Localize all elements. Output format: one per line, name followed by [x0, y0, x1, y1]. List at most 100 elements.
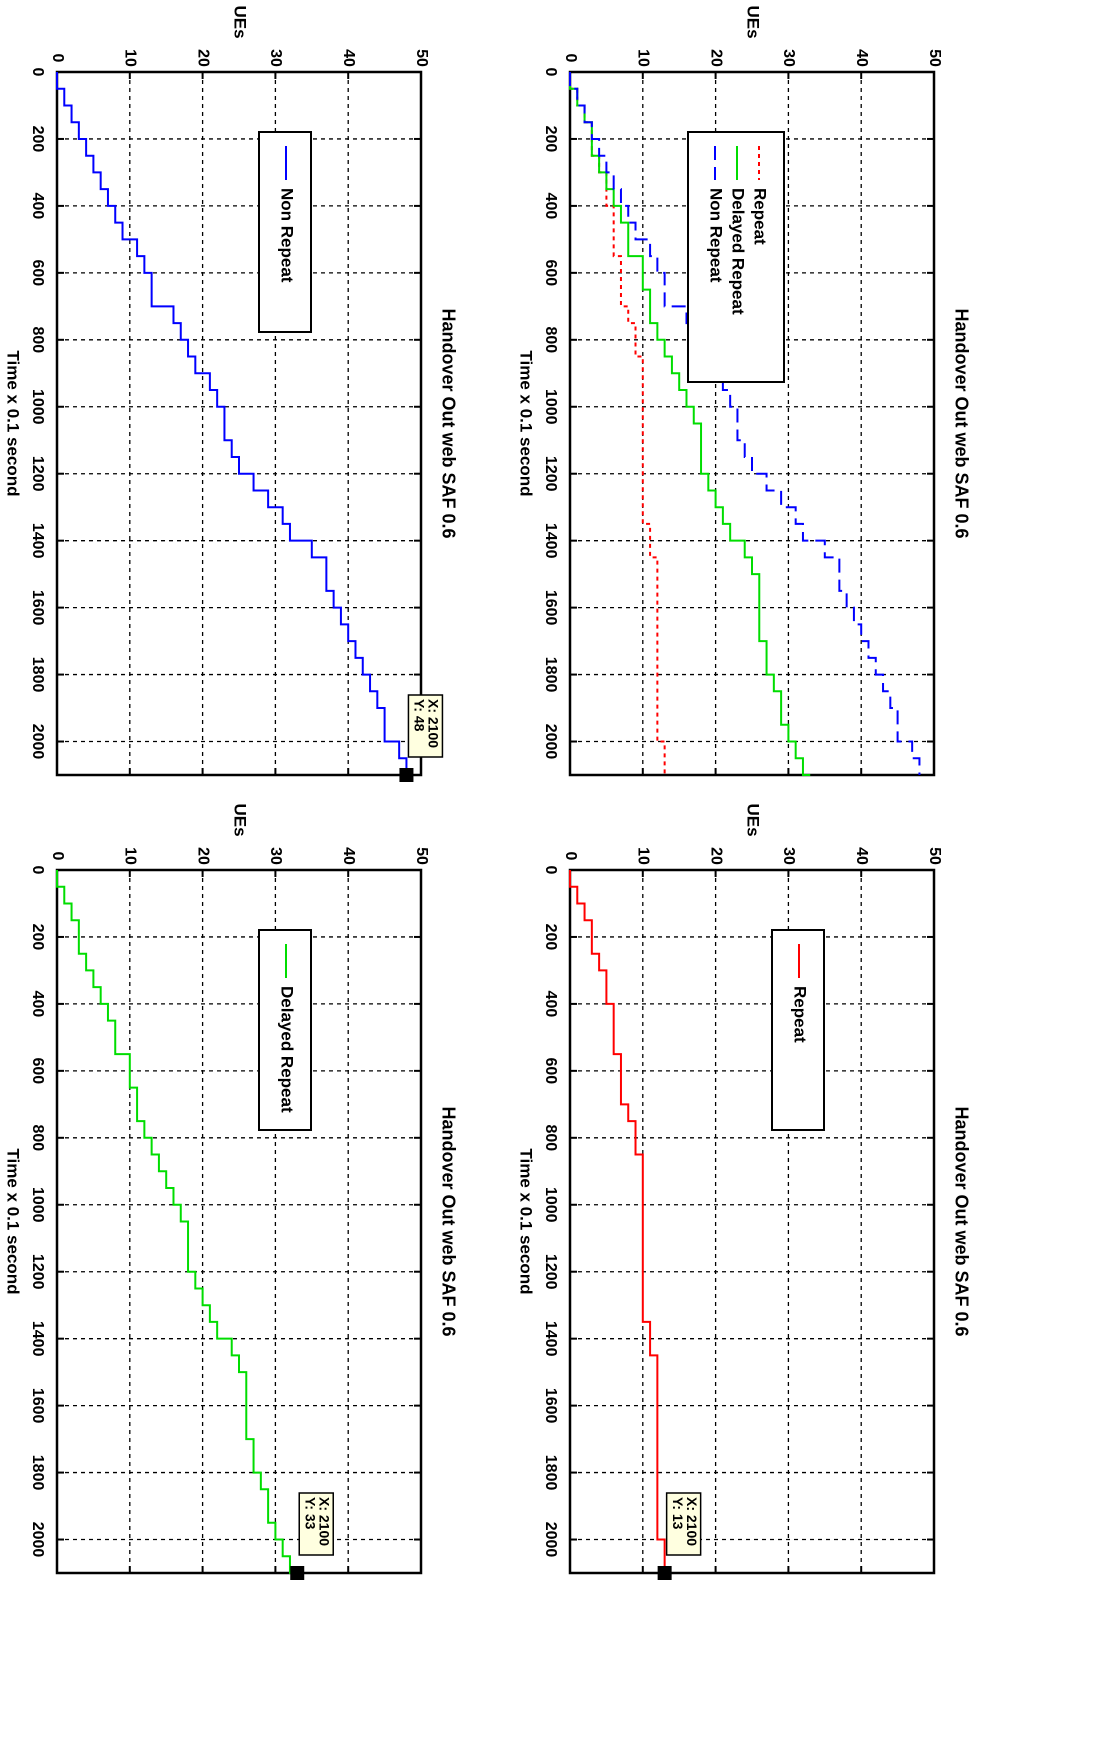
xtick-label: 1800 [29, 1455, 46, 1491]
xtick-label: 400 [29, 193, 46, 220]
ytick-label: 20 [194, 49, 211, 67]
ytick-label: 50 [926, 847, 943, 865]
chart-panel-3: 0 10 20 30 40 50 0 200 400 600 800 1000 1200 1400 1600… [4, 5, 458, 782]
xtick-label: 200 [542, 924, 559, 951]
xtick-label: 200 [542, 126, 559, 153]
legend-label: Repeat [791, 986, 810, 1043]
series-line-delayed-repeat [569, 72, 811, 776]
ylabel: UEs [744, 803, 763, 836]
axes-box [568, 70, 936, 777]
ytick-label: 20 [707, 847, 724, 865]
ytick-label: 0 [562, 852, 579, 861]
ytick-label: 10 [635, 847, 652, 865]
datatip-marker [657, 1566, 672, 1580]
xtick-label: 1400 [29, 1321, 46, 1357]
legend-label: Non Repeat [707, 188, 726, 283]
xtick-label: 200 [29, 924, 46, 951]
xtick-label: 800 [542, 1124, 559, 1151]
datatip-x: X: 2100 [317, 1497, 333, 1546]
ylabel: UEs [231, 5, 250, 38]
xtick-label: 200 [29, 126, 46, 153]
xtick-label: 600 [542, 260, 559, 287]
datatip-x: X: 2100 [426, 699, 442, 748]
xtick-label: 1800 [542, 1455, 559, 1491]
xtick-label: 1400 [542, 1321, 559, 1357]
xtick-label: 1400 [29, 523, 46, 559]
legend-label: Delayed Repeat [278, 986, 297, 1113]
xtick-label: 1600 [542, 1388, 559, 1424]
chart-title: Handover Out web SAF 0.6 [438, 1106, 458, 1336]
ytick-label: 0 [562, 54, 579, 63]
ylabel: UEs [744, 5, 763, 38]
chart-panel-4: 0 10 20 30 40 50 0 200 400 600 800 1000 1200 1400 1600… [4, 803, 458, 1580]
xlabel: Time x 0.1 second [517, 1148, 536, 1294]
xtick-label: 1400 [542, 523, 559, 559]
ytick-label: 50 [413, 49, 430, 67]
series-line-delayed-repeat [56, 870, 298, 1574]
ytick-label: 50 [926, 49, 943, 67]
xtick-label: 1800 [29, 657, 46, 693]
axes-box [55, 868, 423, 1575]
chart-title: Handover Out web SAF 0.6 [951, 1106, 971, 1336]
ytick-label: 0 [49, 54, 66, 63]
ytick-label: 10 [122, 847, 139, 865]
legend: Delayed Repeat [258, 929, 312, 1131]
xtick-label: 1800 [542, 657, 559, 693]
xtick-label: 1000 [542, 1187, 559, 1223]
xtick-label: 800 [542, 326, 559, 353]
ytick-label: 30 [267, 49, 284, 67]
ytick-label: 20 [194, 847, 211, 865]
xtick-label: 1600 [29, 590, 46, 626]
xlabel: Time x 0.1 second [517, 350, 536, 496]
legend: Repeat [771, 929, 825, 1131]
ytick-label: 40 [340, 847, 357, 865]
ytick-label: 40 [340, 49, 357, 67]
plot-area [57, 870, 421, 1573]
ylabel: UEs [231, 803, 250, 836]
ytick-label: 40 [853, 49, 870, 67]
datatip-box [407, 694, 444, 758]
xtick-label: 2000 [29, 724, 46, 760]
xtick-label: 600 [29, 260, 46, 287]
xtick-label: 600 [29, 1058, 46, 1085]
xtick-label: 1000 [542, 389, 559, 425]
series-line-non-repeat [569, 72, 921, 775]
xtick-label: 0 [542, 68, 559, 77]
ytick-label: 30 [780, 847, 797, 865]
xtick-label: 1200 [29, 456, 46, 492]
ytick-label: 40 [853, 847, 870, 865]
chart-title: Handover Out web SAF 0.6 [438, 308, 458, 538]
xtick-label: 400 [542, 193, 559, 220]
xlabel: Time x 0.1 second [4, 350, 23, 496]
xtick-label: 400 [542, 991, 559, 1018]
xtick-label: 400 [29, 991, 46, 1018]
xtick-label: 800 [29, 326, 46, 353]
datatip-x: X: 2100 [684, 1497, 700, 1546]
plot-area [57, 72, 421, 775]
xtick-label: 2000 [542, 1522, 559, 1558]
xtick-label: 1200 [542, 1254, 559, 1290]
chart-panel-1: 0 10 20 30 40 50 0 200 400 600 800 1000 1200 1400 1600… [517, 5, 971, 777]
chart-title: Handover Out web SAF 0.6 [951, 308, 971, 538]
ytick-label: 20 [707, 49, 724, 67]
ytick-label: 10 [122, 49, 139, 67]
xtick-label: 2000 [29, 1522, 46, 1558]
xtick-label: 1600 [542, 590, 559, 626]
datatip-box [298, 1492, 334, 1556]
xtick-label: 600 [542, 1058, 559, 1085]
legend-label: Repeat [751, 188, 770, 245]
xtick-label: 0 [542, 866, 559, 875]
ytick-label: 10 [635, 49, 652, 67]
xtick-label: 1200 [29, 1254, 46, 1290]
ytick-label: 30 [780, 49, 797, 67]
axes-box [568, 868, 936, 1575]
chart-panel-2: 0 10 20 30 40 50 0 200 400 600 800 1000 1200 1400 1600… [517, 803, 971, 1580]
xtick-label: 1000 [29, 1187, 46, 1223]
xtick-label: 1200 [542, 456, 559, 492]
ytick-label: 0 [49, 852, 66, 861]
datatip-y: Y: 48 [412, 699, 428, 732]
xtick-label: 1000 [29, 389, 46, 425]
datatip-y: Y: 13 [670, 1497, 686, 1530]
legend-label: Delayed Repeat [729, 188, 748, 315]
